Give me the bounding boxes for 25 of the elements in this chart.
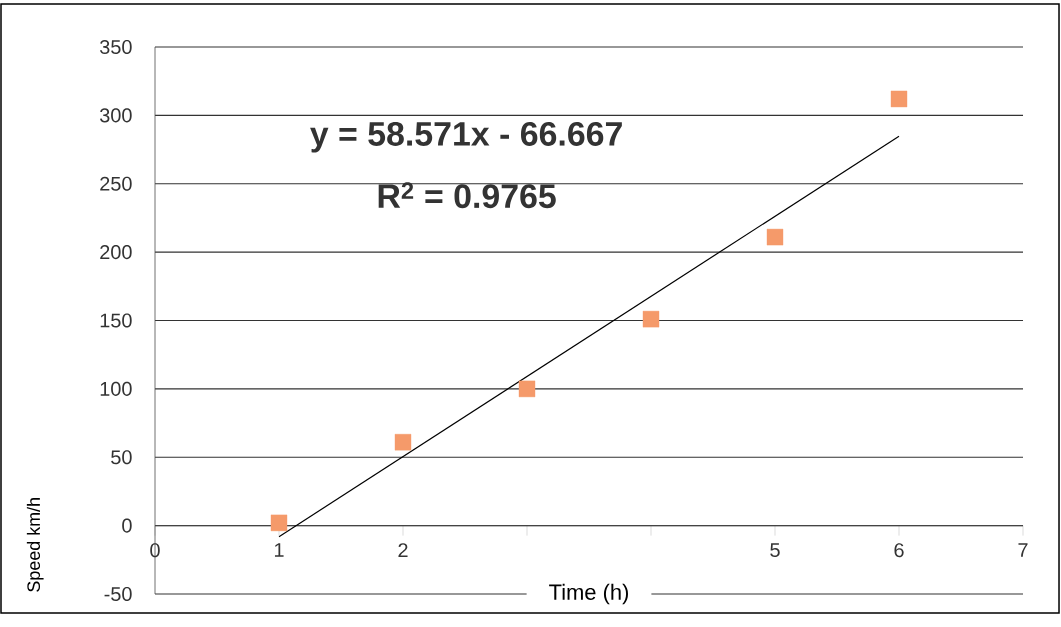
point [270,514,288,532]
y-tick-label: 200 [100,245,132,260]
y-tick-label: -50 [104,586,132,602]
point [766,228,784,246]
x-tick-label: 7 [1018,543,1028,557]
point [394,434,412,451]
point [642,310,660,328]
x-tick-label: 0 [150,543,160,558]
y-tick-label: 150 [100,313,132,328]
y-tick-label: 50 [111,450,132,465]
y-tick-label: 100 [100,381,132,396]
x-axis-title: Time (h) [549,583,628,605]
annotation: R$^{2}$ = 0.9765 [378,182,556,209]
y-axis-title: Speed km/h [26,498,44,592]
point [890,90,908,108]
y-tick-label: 0 [122,518,132,533]
x-tick-label: 2 [398,543,408,558]
y-tick-label: 350 [100,39,132,55]
annotation: y = 58.571x - 66.667 [310,121,622,153]
x-tick-label: 5 [770,543,780,558]
point [518,380,536,398]
x-tick-label: 6 [894,543,904,558]
y-tick-label: 250 [100,176,132,191]
x-tick-label: 1 [274,543,284,557]
y-tick-label: 300 [100,108,132,123]
